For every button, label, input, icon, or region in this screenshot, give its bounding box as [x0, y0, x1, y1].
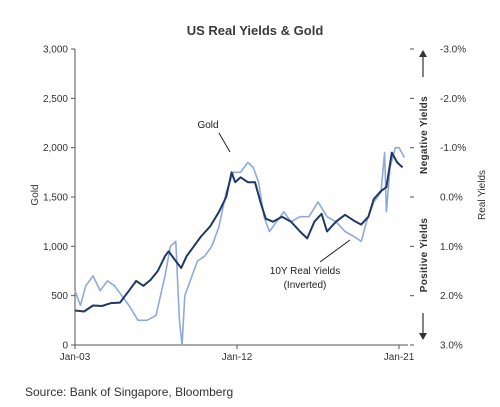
left-axis-ticks: 3,000 2,500 2,000 1,500 1,000 500 0: [43, 45, 75, 352]
negative-yields-label: Negative Yields: [419, 96, 430, 174]
x-tick-label: Jan-03: [60, 352, 91, 363]
right-tick-label: -1.0%: [440, 143, 466, 154]
yield-annotation-line2: (Inverted): [284, 280, 327, 291]
right-axis-ticks: -3.0% -2.0% -1.0% 0.0% 1.0% 2.0% 3.0%: [410, 45, 466, 352]
real-yields-series-line: [74, 146, 406, 346]
right-tick-label: 2.0%: [440, 291, 463, 302]
source-note: Source: Bank of Singapore, Bloomberg: [25, 385, 233, 399]
right-tick-label: -2.0%: [440, 94, 466, 105]
left-tick-label: 500: [51, 291, 68, 302]
x-tick-label: Jan-12: [222, 352, 253, 363]
left-tick-label: 2,000: [43, 143, 68, 154]
x-axis-ticks: Jan-03 Jan-12 Jan-21: [60, 345, 415, 363]
left-tick-label: 3,000: [43, 45, 68, 56]
gold-series-line: [74, 151, 404, 313]
right-tick-label: 3.0%: [440, 341, 463, 352]
left-tick-label: 0: [62, 341, 68, 352]
series-layer: [74, 146, 406, 346]
down-arrow-icon: [419, 313, 427, 340]
chart-title: US Real Yields & Gold: [187, 23, 324, 38]
yield-annotation-line1: 10Y Real Yields: [270, 266, 340, 277]
left-tick-label: 2,500: [43, 94, 68, 105]
right-tick-label: 1.0%: [440, 242, 463, 253]
left-axis-title: Gold: [30, 184, 41, 205]
positive-yields-label: Positive Yields: [419, 218, 430, 293]
right-tick-label: 0.0%: [440, 193, 463, 204]
left-tick-label: 1,500: [43, 193, 68, 204]
right-axis-title: Real Yields: [477, 170, 488, 220]
x-tick-label: Jan-21: [384, 352, 415, 363]
up-arrow-icon: [419, 50, 427, 77]
gold-annotation: Gold: [197, 120, 218, 131]
left-tick-label: 1,000: [43, 242, 68, 253]
yield-annotation-pointer: [319, 239, 351, 263]
right-tick-label: -3.0%: [440, 45, 466, 56]
gold-annotation-pointer: [218, 132, 231, 153]
